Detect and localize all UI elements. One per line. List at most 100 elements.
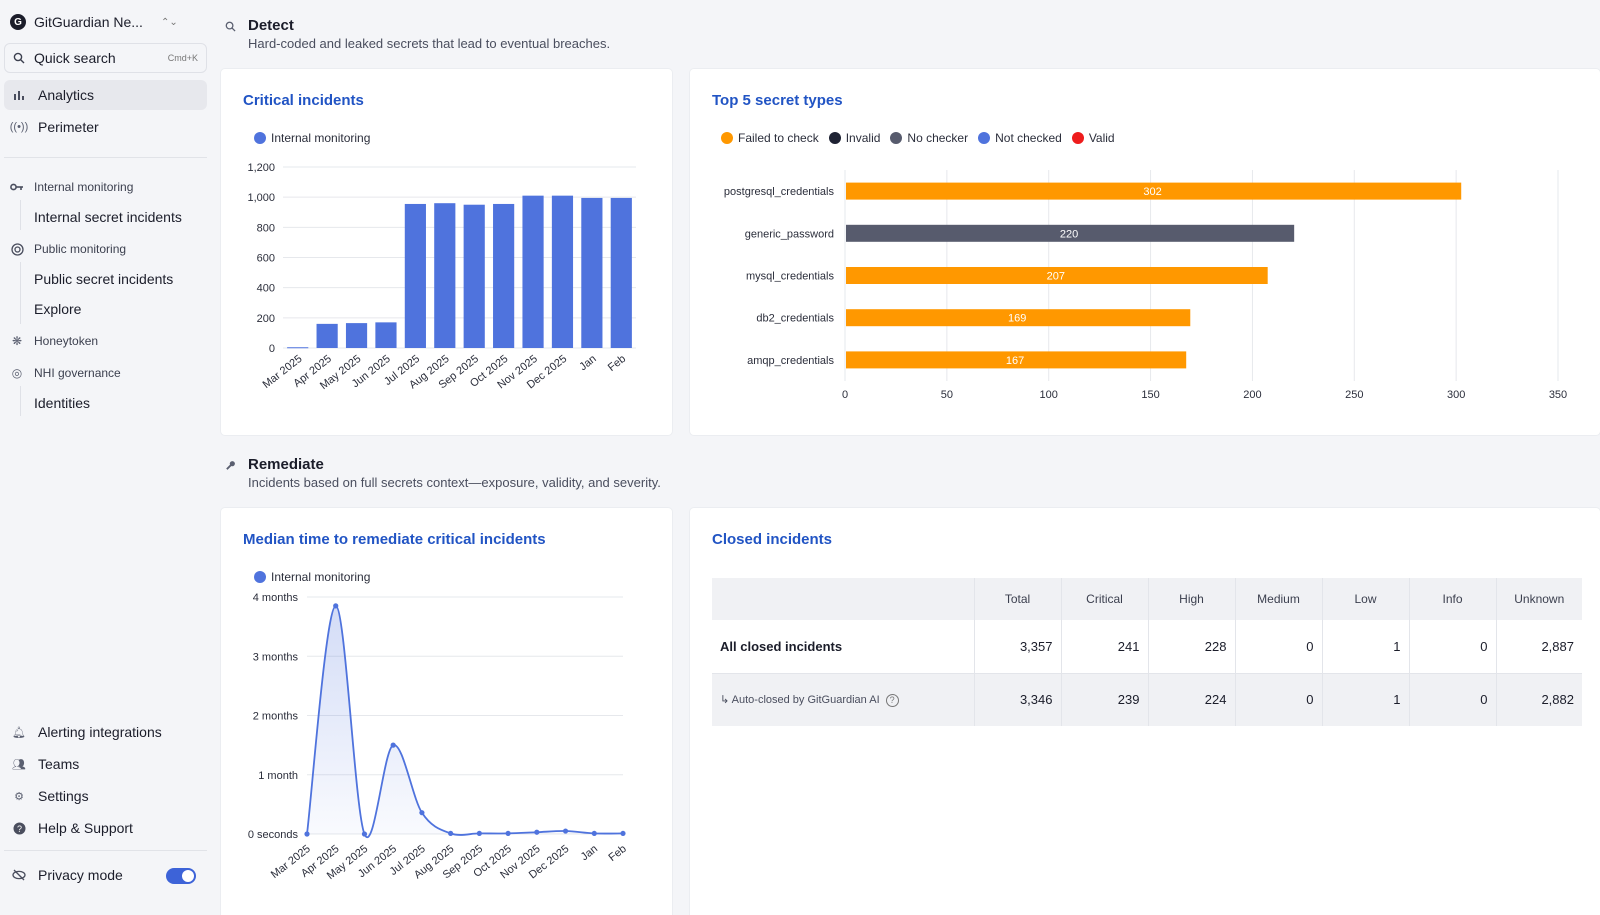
alerting-label: Alerting integrations [38,724,162,740]
data-point [505,830,511,837]
legend-label: Internal monitoring [271,131,371,145]
nav-public-secret-incidents[interactable]: Public secret incidents [34,271,174,287]
nav-analytics-label: Analytics [38,87,95,103]
nav-teams[interactable]: 👥︎ Teams [4,749,207,779]
bar-value-label: 302 [1143,186,1161,198]
wrench-icon [221,456,239,474]
legend-item[interactable]: Internal monitoring [254,131,370,145]
data-point [620,830,626,837]
table-header-cell[interactable]: Total [973,578,1061,620]
bar [522,195,544,348]
nav-tree-line [20,200,21,230]
table-header-cell[interactable]: Medium [1234,578,1322,620]
workspace-name: GitGuardian Ne... [34,14,143,30]
nav-identities[interactable]: Identities [34,395,91,411]
help-circle-icon[interactable]: ? [885,693,899,707]
nav-settings[interactable]: ⚙ Settings [4,781,207,811]
bar-value-label: 167 [1006,355,1024,367]
legend-item[interactable]: Internal monitoring [254,570,370,584]
nav-group-public-monitoring[interactable]: Public monitoring [10,242,126,256]
table-row[interactable]: ↳ Auto-closed by GitGuardian AI? 3,346 2… [712,673,1582,726]
y-tick-label: postgresql_credentials [724,186,835,198]
x-tick-label: 0 [842,389,848,401]
data-point [419,810,425,816]
top5-legend: Failed to check Invalid No checker Not chec… [721,131,1115,145]
mttr-chart: 0 seconds 1 month 2 months 3 months 4 months… [248,592,629,882]
legend-dot-icon [721,132,733,144]
table-cell: 1 [1321,673,1409,726]
legend-dot-icon [254,132,266,144]
legend-dot-icon [828,132,841,144]
bell-icon: 🔔︎ [12,726,26,739]
data-point [390,742,396,748]
nav-tree-line [20,262,21,324]
table-header-row: Total Critical High Medium Low Info Unkn… [712,578,1582,620]
broadcast-icon: ((•)) [9,121,29,133]
x-tick-label: Jan [579,843,600,863]
table-header-cell[interactable]: Critical [1060,578,1148,620]
nav-perimeter[interactable]: ((•)) Perimeter [4,112,207,142]
nav-honeytoken[interactable]: ❋ Honeytoken [10,334,98,348]
help-label: Help & Support [38,820,133,836]
nav-explore[interactable]: Explore [34,301,82,317]
closed-incidents-table: Total Critical High Medium Low Info Unkn… [712,578,1582,726]
search-icon [221,17,239,35]
legend-item[interactable]: Not checked [978,131,1062,145]
critical-incidents-card: Critical incidents Internal monitoring 0… [221,69,672,435]
nav-group-internal-monitoring[interactable]: Internal monitoring [10,180,133,194]
x-tick-label: 200 [1243,389,1261,401]
closed-incidents-title: Closed incidents [712,531,833,548]
sidebar-divider [4,157,207,158]
y-tick-label: 1,000 [247,192,275,204]
table-row[interactable]: All closed incidents 3,357 241 228 0 1 0… [712,620,1582,674]
table-cell-auto-closed: ↳ Auto-closed by GitGuardian AI? [712,673,974,726]
data-point [304,831,310,837]
bar [610,197,632,348]
table-cell: All closed incidents [712,620,974,674]
table-header-cell[interactable]: Unknown [1495,578,1582,620]
bar-chart-icon [12,88,26,102]
quick-search[interactable]: Quick search Cmd+K [4,43,207,73]
table-header-cell[interactable]: High [1147,578,1235,620]
bar [846,267,1268,284]
data-point [361,831,368,837]
bar [404,203,426,348]
bar-value-label: 169 [1008,313,1026,325]
table-header-cell[interactable]: Info [1408,578,1496,620]
auto-closed-label: ↳ Auto-closed by GitGuardian AI [720,693,880,706]
sidebar: G GitGuardian Ne... ⌃⌄ Quick search Cmd+… [0,0,212,915]
table-cell: 241 [1060,620,1148,674]
y-tick-label: 0 [269,343,275,355]
legend-item[interactable]: No checker [890,131,968,145]
table-cell: 0 [1234,620,1322,674]
help-circle-icon: ? [12,821,26,835]
nhi-governance-label: NHI governance [34,366,121,380]
bar [846,182,1462,200]
table-header-cell[interactable]: Low [1321,578,1409,620]
eye-off-icon [12,868,26,882]
x-tick-label: Feb [607,843,629,864]
privacy-mode-toggle[interactable] [166,868,196,884]
legend-item[interactable]: Valid [1071,131,1115,145]
legend-item[interactable]: Failed to check [721,131,819,145]
nav-analytics[interactable]: Analytics [4,80,207,110]
workspace-switcher[interactable]: G GitGuardian Ne... ⌃⌄ [10,10,178,34]
bar [581,197,603,348]
nav-help-support[interactable]: ? Help & Support [4,813,207,843]
nav-internal-secret-incidents[interactable]: Internal secret incidents [34,209,182,225]
sidebar-divider [4,850,207,851]
legend-label: Not checked [995,131,1062,145]
table-cell: 3,357 [973,620,1061,674]
legend-dot-icon [890,132,903,144]
data-point [448,830,454,837]
nav-group-nhi-governance[interactable]: ◎ NHI governance [10,366,121,380]
y-tick-label: 0 seconds [248,829,299,841]
x-tick-label: 300 [1447,389,1465,401]
top5-secret-types-card: Top 5 secret types Failed to check Invali… [690,69,1600,435]
nav-perimeter-label: Perimeter [38,119,99,135]
quick-search-shortcut: Cmd+K [167,53,198,63]
legend-item[interactable]: Invalid [828,131,880,145]
detect-title: Detect [248,17,294,34]
legend-dot-icon [1071,132,1084,144]
nav-alerting-integrations[interactable]: 🔔︎ Alerting integrations [4,717,207,747]
